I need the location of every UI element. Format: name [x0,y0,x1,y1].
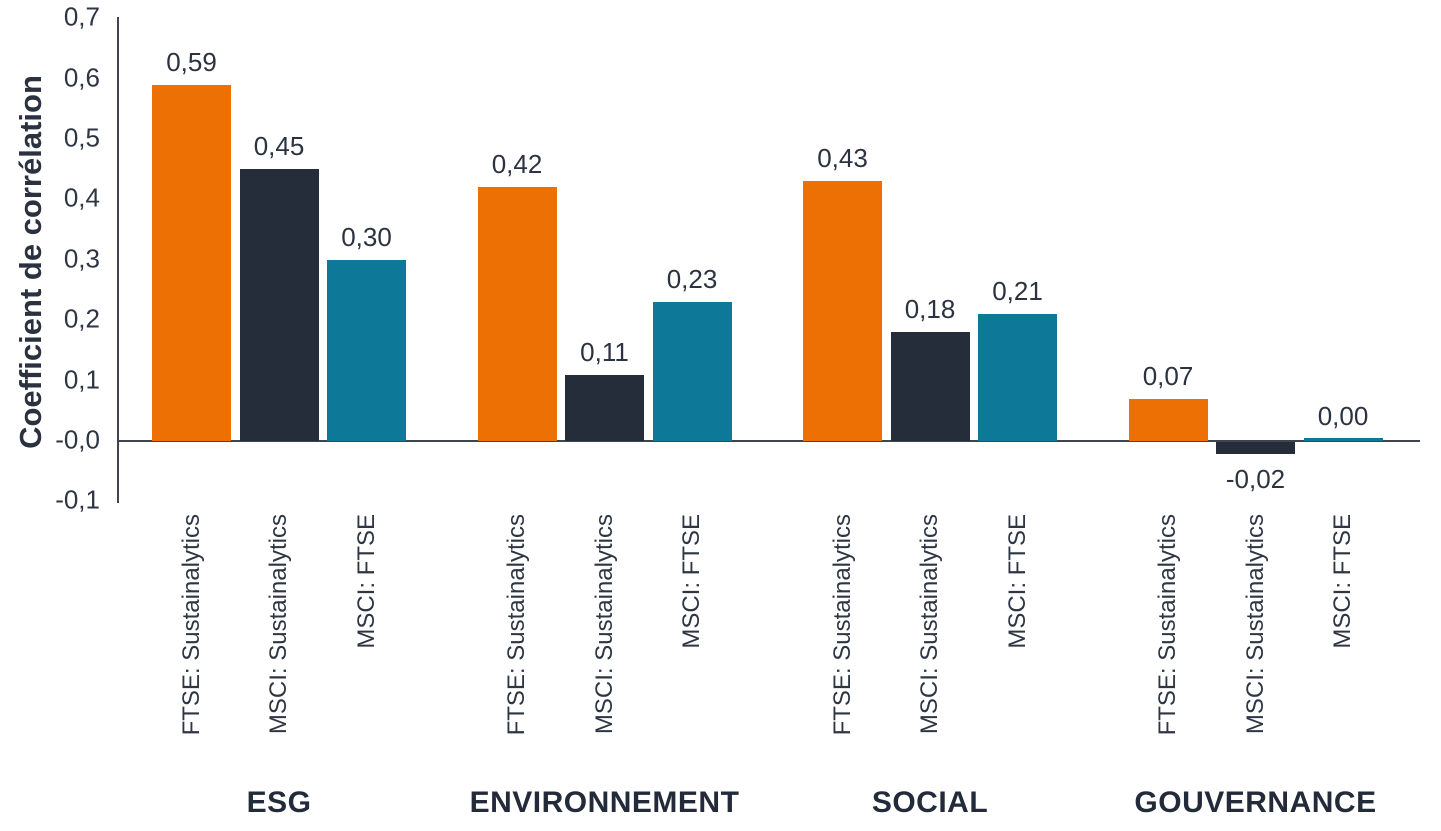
bar [565,374,644,441]
bar-axis-label: MSCI: FTSE [1329,514,1356,649]
bar-axis-label: FTSE: Sustainalytics [1154,514,1181,736]
y-tick-label: 0,7 [63,1,100,32]
bar-value-label: 0,23 [666,264,718,295]
bar-value-label: 0,00 [1317,401,1369,431]
bar-value-label: 0,07 [1142,360,1194,391]
y-tick-label: -0,1 [55,484,100,515]
bar-value-label: 0,43 [817,143,868,174]
category-label: SOCIAL [871,786,989,819]
bar-axis-label: MSCI: FTSE [1003,514,1031,649]
bar-axis-label: MSCI: Sustainalytics [1241,514,1269,735]
bar [327,259,406,441]
bar [152,84,231,441]
y-tick-label: 0,3 [63,243,100,274]
bar-value-label: 0,18 [904,294,956,325]
y-tick-label: 0,4 [63,182,100,213]
bar-value-label: 0,42 [491,149,543,180]
bar-axis-label: MSCI: Sustainalytics [265,514,292,735]
category-label: GOUVERNANCE [1134,786,1377,819]
bar [1303,438,1383,441]
bar [890,332,970,441]
bar [477,187,557,441]
y-tick-label: 0,2 [63,303,100,334]
bar [978,314,1057,441]
bar-value-label: 0,59 [166,46,217,77]
y-tick-label: -0,0 [55,424,100,455]
category-label: ESG [246,786,312,819]
bar-value-label: 0,30 [341,221,392,252]
category-label: ENVIRONNEMENT [469,786,740,819]
bar-axis-label: MSCI: Sustainalytics [916,514,943,735]
bar [239,169,319,441]
bar-axis-label: MSCI: Sustainalytics [590,514,618,735]
bar [803,181,882,441]
bar-axis-label: MSCI: FTSE [678,514,705,649]
bar-axis-label: FTSE: Sustainalytics [177,514,205,736]
bar-value-label: 0,45 [253,131,305,162]
bar [652,302,732,441]
bar-value-label: 0,11 [580,336,629,367]
x-axis-line [117,440,1420,442]
y-tick-label: 0,6 [63,61,100,92]
bar-value-label: -0,02 [1225,464,1286,495]
bar-axis-label: FTSE: Sustainalytics [503,514,530,736]
y-axis-line [117,17,119,503]
bar [1216,442,1295,455]
bar [1128,398,1208,441]
y-tick-label: 0,5 [63,122,100,153]
bar-axis-label: FTSE: Sustainalytics [828,514,856,736]
bar-value-label: 0,21 [992,276,1043,307]
y-tick-label: 0,1 [63,363,100,394]
bar-axis-label: MSCI: FTSE [352,514,380,649]
